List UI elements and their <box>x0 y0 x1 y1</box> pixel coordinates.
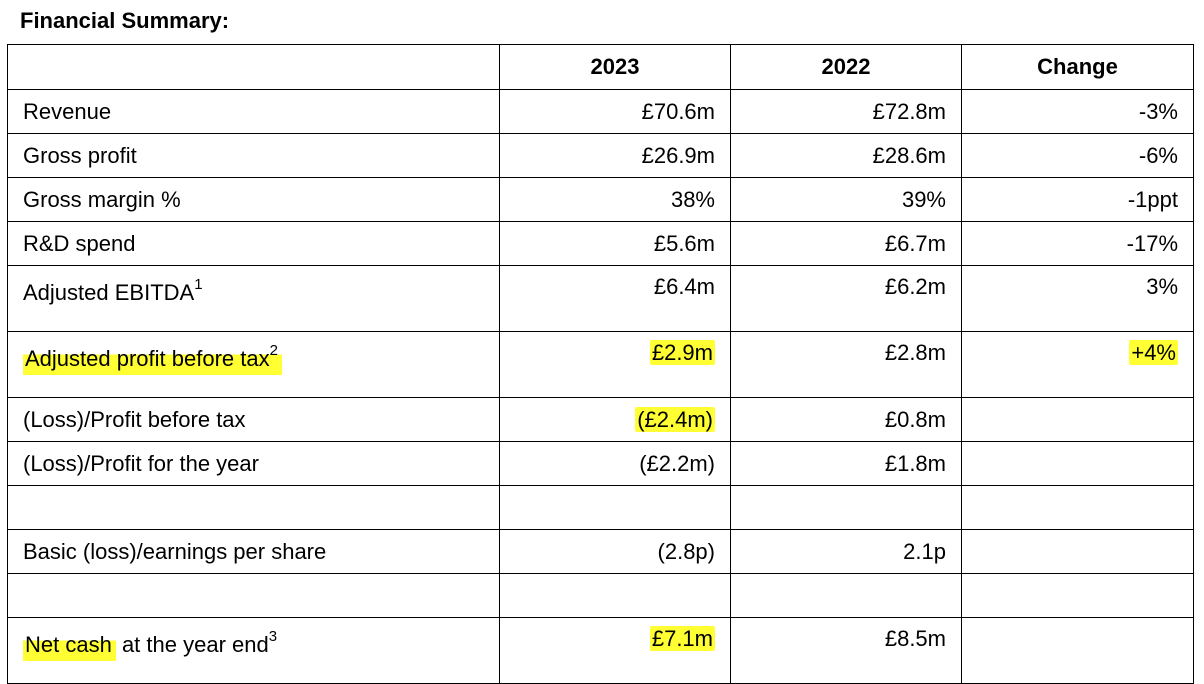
row-label-text: at the year end <box>115 632 269 657</box>
row-label: Net cash at the year end3 <box>7 617 500 684</box>
value-2022: £0.8m <box>730 397 962 442</box>
row-label: Gross margin % <box>7 177 500 222</box>
value-2022: £2.8m <box>730 331 962 398</box>
footnote-marker: 1 <box>194 276 203 293</box>
highlighted-value: +4% <box>1129 340 1178 365</box>
value-2023: 38% <box>499 177 731 222</box>
row-label: Gross profit <box>7 133 500 178</box>
value-change: -17% <box>961 221 1194 266</box>
value-change <box>961 397 1194 442</box>
value-2022: £6.7m <box>730 221 962 266</box>
table-row: Gross margin % 38% 39% -1ppt <box>7 177 1194 222</box>
footnote-marker: 3 <box>268 628 278 645</box>
value-change: +4% <box>961 331 1194 398</box>
value-change: 3% <box>961 265 1194 332</box>
table-row: Adjusted EBITDA1 £6.4m £6.2m 3% <box>7 265 1194 332</box>
value-2022: 39% <box>730 177 962 222</box>
value-2023: £70.6m <box>499 89 731 134</box>
row-label-text: Adjusted EBITDA <box>23 280 195 305</box>
highlighted-label: Adjusted profit before tax2 <box>23 342 282 375</box>
value-change: -6% <box>961 133 1194 178</box>
highlighted-value: (£2.4m) <box>635 406 715 432</box>
value-2023: £6.4m <box>499 265 731 332</box>
table-row: Net cash at the year end3 £7.1m £8.5m <box>7 617 1194 684</box>
value-change <box>961 617 1194 684</box>
highlighted-label: Net cash <box>23 632 116 661</box>
value-2023: £7.1m <box>499 617 731 684</box>
page-title: Financial Summary: <box>20 8 230 33</box>
header-change: Change <box>961 44 1194 90</box>
spacer-row <box>7 485 1194 530</box>
spacer-row <box>7 573 1194 618</box>
footnote-marker: 2 <box>269 342 278 359</box>
value-2023: (2.8p) <box>499 529 731 574</box>
financial-summary-table: 2023 2022 Change Revenue £70.6m £72.8m -… <box>7 44 1194 684</box>
value-2022: £6.2m <box>730 265 962 332</box>
value-2023: (£2.4m) <box>499 397 731 442</box>
row-label: R&D spend <box>7 221 500 266</box>
header-label-cell <box>7 44 500 90</box>
value-2022: 2.1p <box>730 529 962 574</box>
table-row: Revenue £70.6m £72.8m -3% <box>7 89 1194 134</box>
value-change: -1ppt <box>961 177 1194 222</box>
value-change <box>961 441 1194 486</box>
table-row: Adjusted profit before tax2 £2.9m £2.8m … <box>7 331 1194 398</box>
value-2022: £1.8m <box>730 441 962 486</box>
table-row: (Loss)/Profit before tax (£2.4m) £0.8m <box>7 397 1194 442</box>
highlighted-value: £7.1m <box>649 626 715 651</box>
value-2022: £72.8m <box>730 89 962 134</box>
header-row: 2023 2022 Change <box>7 44 1194 90</box>
table-row: (Loss)/Profit for the year (£2.2m) £1.8m <box>7 441 1194 486</box>
value-2022: £28.6m <box>730 133 962 178</box>
row-label: Basic (loss)/earnings per share <box>7 529 500 574</box>
value-2023: £5.6m <box>499 221 731 266</box>
row-label: Adjusted EBITDA1 <box>7 265 500 332</box>
row-label: Adjusted profit before tax2 <box>7 331 500 398</box>
table-row: Basic (loss)/earnings per share (2.8p) 2… <box>7 529 1194 574</box>
row-label: Revenue <box>7 89 500 134</box>
value-2023: £26.9m <box>499 133 731 178</box>
value-2023: (£2.2m) <box>499 441 731 486</box>
value-2023: £2.9m <box>499 331 731 398</box>
row-label: (Loss)/Profit before tax <box>7 397 500 442</box>
value-change <box>961 529 1194 574</box>
table-row: Gross profit £26.9m £28.6m -6% <box>7 133 1194 178</box>
table-row: R&D spend £5.6m £6.7m -17% <box>7 221 1194 266</box>
row-label-text: Adjusted profit before tax <box>25 346 270 371</box>
highlighted-value: £2.9m <box>649 340 715 365</box>
value-2022: £8.5m <box>730 617 962 684</box>
value-change: -3% <box>961 89 1194 134</box>
header-2023: 2023 <box>499 44 731 90</box>
row-label: (Loss)/Profit for the year <box>7 441 500 486</box>
header-2022: 2022 <box>730 44 962 90</box>
